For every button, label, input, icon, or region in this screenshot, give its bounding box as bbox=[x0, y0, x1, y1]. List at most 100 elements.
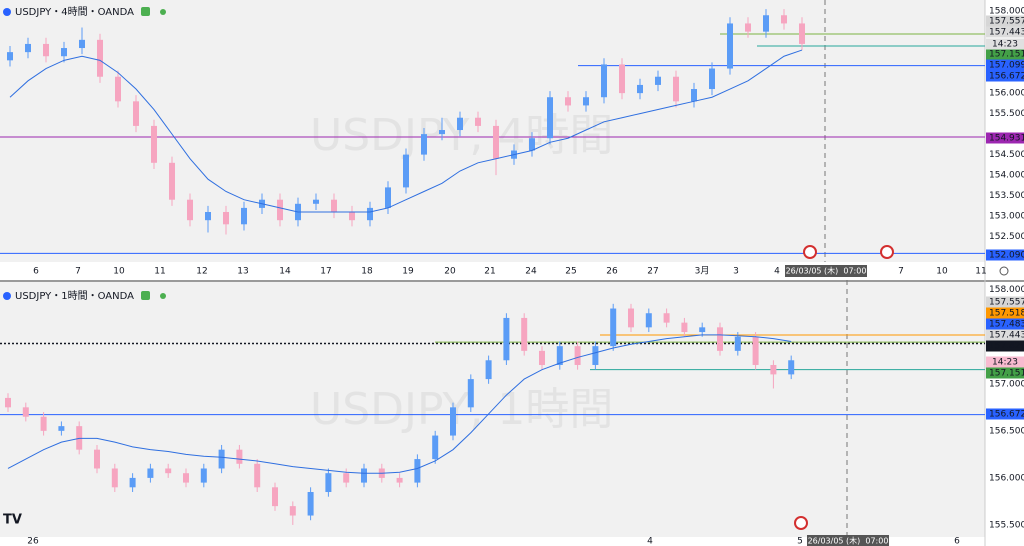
event-icon[interactable] bbox=[880, 245, 894, 259]
x-tick-label: 5 bbox=[797, 537, 803, 546]
price-label-bg bbox=[986, 307, 1024, 319]
candle-body bbox=[439, 130, 445, 135]
flag-icon[interactable] bbox=[141, 291, 150, 300]
candle-body bbox=[628, 308, 634, 328]
price-label-bg bbox=[986, 367, 1024, 379]
status-dot bbox=[160, 293, 166, 299]
candle-body bbox=[79, 39, 85, 49]
candle-body bbox=[187, 199, 193, 221]
candle-body bbox=[745, 23, 751, 32]
price-label-bg bbox=[986, 26, 1024, 38]
logo: TV bbox=[3, 513, 22, 528]
y-tick-label: 153.500 bbox=[989, 191, 1024, 201]
candle-body bbox=[709, 68, 715, 90]
candle-body bbox=[485, 360, 492, 380]
candle-body bbox=[25, 43, 31, 53]
x-tick-label: 24 bbox=[525, 267, 537, 277]
price-label-bg bbox=[986, 132, 1024, 144]
candle-body bbox=[58, 426, 65, 431]
price-label-bg bbox=[986, 249, 1024, 261]
y-tick-label: 158.000 bbox=[989, 7, 1024, 17]
candle-body bbox=[752, 336, 759, 365]
x-tick-label: 4 bbox=[647, 537, 653, 546]
candle-body bbox=[539, 350, 545, 365]
y-tick-label: 153.000 bbox=[989, 212, 1024, 222]
candle-body bbox=[200, 468, 207, 483]
price-label-bg bbox=[986, 48, 1024, 60]
candle-body bbox=[97, 39, 103, 77]
candle-body bbox=[788, 360, 795, 375]
candle-body bbox=[169, 162, 175, 200]
x-tick-label: 11 bbox=[154, 267, 165, 277]
x-tick-label: 13 bbox=[237, 267, 248, 277]
flag-icon[interactable] bbox=[141, 7, 150, 16]
event-icon[interactable] bbox=[803, 245, 817, 259]
candle-body bbox=[699, 327, 706, 333]
x-tick-label: 17 bbox=[320, 267, 331, 277]
crosshair-label: 26/03/05 (木) 07:00 bbox=[808, 536, 889, 546]
candle-body bbox=[396, 477, 403, 483]
x-tick-label: 18 bbox=[361, 267, 373, 277]
crosshair-label-bg bbox=[785, 265, 867, 277]
candle-body bbox=[529, 138, 535, 151]
price-label: 156.672 bbox=[989, 410, 1024, 420]
candle-body bbox=[236, 449, 243, 464]
x-tick-label: 21 bbox=[484, 267, 495, 277]
candle-body bbox=[367, 207, 373, 221]
candle-body bbox=[205, 211, 211, 221]
x-tick-label: 19 bbox=[402, 267, 414, 277]
x-tick-label: 26 bbox=[27, 537, 39, 546]
symbol-icon[interactable] bbox=[3, 8, 11, 16]
price-label: 157.099 bbox=[989, 61, 1024, 71]
candle-body bbox=[223, 211, 229, 225]
candle-body bbox=[565, 97, 571, 106]
price-label: 157.443 bbox=[989, 331, 1024, 341]
price-label-bg bbox=[986, 70, 1024, 82]
symbol-icon[interactable] bbox=[3, 292, 11, 300]
price-label: 157.518 bbox=[989, 309, 1024, 319]
y-tick-label: 152.500 bbox=[989, 232, 1024, 242]
moving-average bbox=[7, 334, 792, 474]
candle-body bbox=[547, 97, 553, 139]
x-tick-label: 25 bbox=[565, 267, 576, 277]
candle-body bbox=[421, 134, 427, 155]
candle-body bbox=[94, 449, 100, 469]
candle-body bbox=[385, 187, 391, 208]
settings-icon[interactable] bbox=[999, 266, 1009, 276]
candle-body bbox=[165, 468, 172, 474]
x-tick-label: 26 bbox=[606, 267, 618, 277]
countdown: 14:23 bbox=[992, 358, 1018, 368]
event-icon[interactable] bbox=[794, 516, 808, 530]
price-label-bg bbox=[986, 15, 1024, 27]
candle-body bbox=[147, 468, 154, 478]
moving-average bbox=[9, 49, 803, 213]
price-label-bg bbox=[986, 408, 1024, 420]
candle-body bbox=[61, 48, 67, 57]
candle-body bbox=[403, 154, 409, 188]
candle-body bbox=[313, 199, 319, 204]
price-label-bg bbox=[986, 340, 1024, 352]
x-tick-label: 3 bbox=[733, 267, 739, 277]
plot bbox=[0, 0, 985, 540]
status-dot bbox=[160, 9, 166, 15]
candle-body bbox=[457, 117, 463, 131]
candle-body bbox=[5, 397, 11, 408]
candle-body bbox=[7, 52, 13, 61]
candle-body bbox=[734, 336, 741, 351]
chart-title: USDJPY・1時間・OANDA bbox=[15, 290, 134, 302]
y-tick-label: 157.000 bbox=[989, 379, 1024, 389]
candle-body bbox=[272, 487, 278, 507]
time-axis bbox=[0, 537, 985, 546]
x-tick-label: 27 bbox=[647, 267, 658, 277]
candle-body bbox=[717, 327, 723, 351]
candle-body bbox=[727, 23, 733, 69]
candle-body bbox=[349, 211, 355, 221]
price-label-bg bbox=[986, 296, 1024, 308]
candle-body bbox=[521, 317, 528, 351]
price-label: 157.557 bbox=[989, 17, 1024, 27]
watermark: USDJPY, 1時間 bbox=[310, 384, 613, 435]
candle-body bbox=[22, 407, 29, 417]
candle-body bbox=[289, 506, 296, 516]
y-tick-label: 155.500 bbox=[989, 520, 1024, 530]
